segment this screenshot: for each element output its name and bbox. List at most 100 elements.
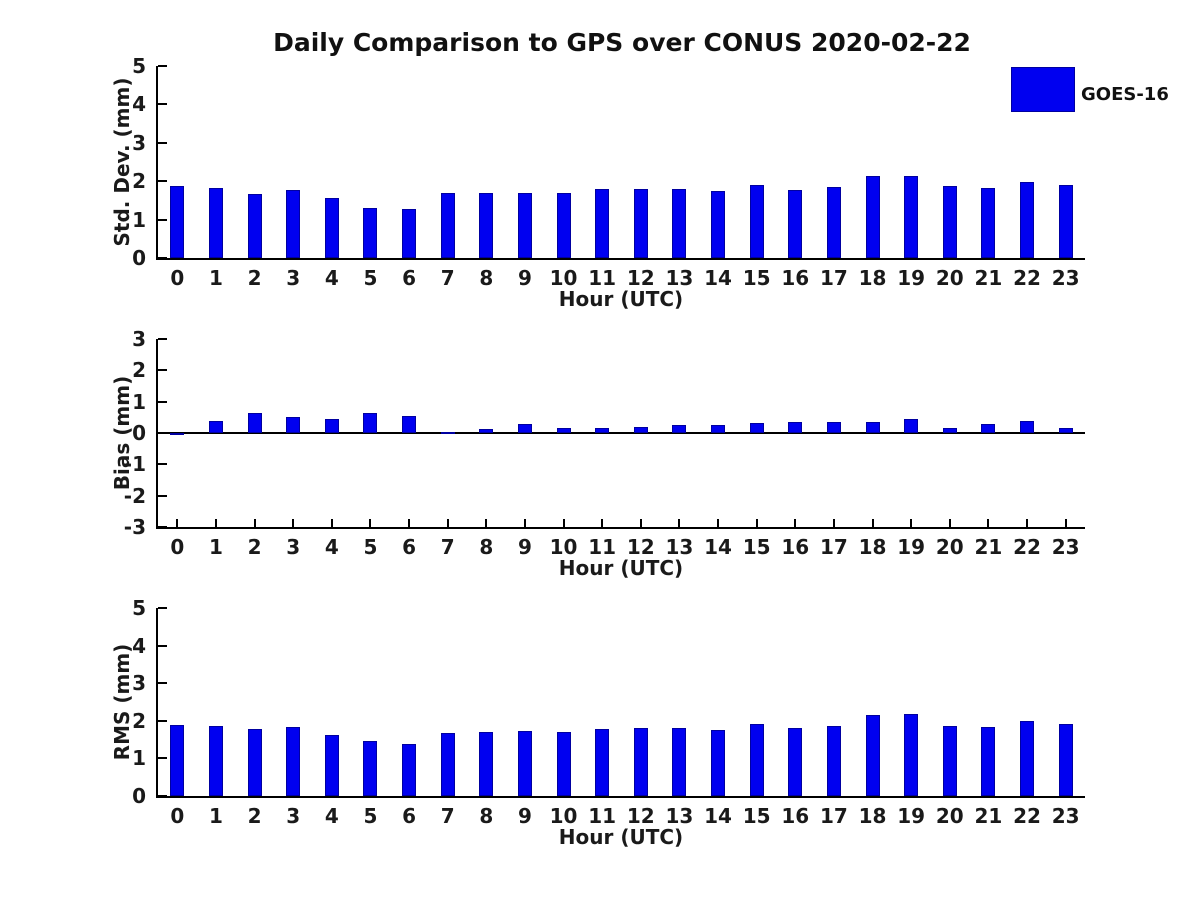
x-tick-label: 18 xyxy=(858,266,887,290)
bar xyxy=(865,422,880,433)
x-tick-label: 8 xyxy=(479,535,494,559)
x-tick-label: 2 xyxy=(247,535,262,559)
x-tick-label: 0 xyxy=(170,804,185,828)
legend-label-goes16: GOES-16 xyxy=(1081,84,1169,105)
y-tick xyxy=(158,682,167,685)
bar xyxy=(981,423,996,433)
x-tick-label: 9 xyxy=(517,266,532,290)
x-tick-label: 5 xyxy=(363,266,378,290)
x-tick xyxy=(794,519,797,527)
x-tick-label: 2 xyxy=(247,266,262,290)
x-tick-label: 3 xyxy=(286,804,301,828)
bar xyxy=(865,715,880,796)
bar xyxy=(247,729,262,796)
bar xyxy=(479,732,494,796)
bar xyxy=(942,726,957,796)
bar xyxy=(324,735,339,796)
y-tick-label: 2 xyxy=(132,169,146,194)
bar xyxy=(826,726,841,796)
x-tick-label: 14 xyxy=(704,535,732,559)
bar xyxy=(788,190,803,258)
x-tick-label: 19 xyxy=(897,535,926,559)
y-tick-label: -3 xyxy=(123,515,146,539)
x-tick-label: 11 xyxy=(588,266,617,290)
bar xyxy=(440,193,455,258)
figure-title: Daily Comparison to GPS over CONUS 2020-… xyxy=(273,28,971,57)
y-tick-label: -2 xyxy=(123,483,146,508)
x-tick-label: 4 xyxy=(324,535,339,559)
bar xyxy=(324,419,339,433)
x-tick-label: 16 xyxy=(781,535,810,559)
x-tick-label: 20 xyxy=(935,804,964,828)
bar xyxy=(170,433,185,435)
bar xyxy=(363,741,378,796)
y-tick xyxy=(158,218,167,221)
x-tick-label: 17 xyxy=(820,804,848,828)
x-tick-label: 12 xyxy=(626,804,655,828)
bar xyxy=(595,427,610,433)
y-tick-label: -1 xyxy=(123,452,146,477)
y-tick-label: 3 xyxy=(132,327,146,351)
bar xyxy=(595,728,610,796)
bar xyxy=(517,192,532,258)
x-tick-label: 13 xyxy=(665,804,694,828)
y-tick xyxy=(158,369,167,372)
x-axis-label-rms: Hour (UTC) xyxy=(558,825,684,849)
bar xyxy=(1058,185,1073,258)
y-tick-label: 2 xyxy=(132,358,146,383)
bar xyxy=(942,428,957,433)
y-tick-label: 4 xyxy=(132,633,146,658)
x-tick-label: 11 xyxy=(588,535,617,559)
x-tick-label: 21 xyxy=(974,266,1003,290)
x-tick xyxy=(601,519,604,527)
bar xyxy=(556,192,571,258)
bar xyxy=(208,726,223,796)
x-tick-label: 17 xyxy=(820,535,848,559)
bar xyxy=(749,423,764,433)
bar xyxy=(208,421,223,433)
y-tick-label: 0 xyxy=(132,784,146,808)
bar xyxy=(479,428,494,433)
x-tick-label: 5 xyxy=(363,804,378,828)
bar xyxy=(672,188,687,258)
bar xyxy=(826,186,841,258)
bar xyxy=(788,422,803,433)
x-tick-label: 7 xyxy=(440,535,455,559)
y-tick xyxy=(158,607,167,609)
x-tick xyxy=(369,519,372,527)
y-tick-label: 2 xyxy=(132,708,146,733)
bar xyxy=(440,432,455,435)
x-tick xyxy=(330,519,333,527)
y-tick xyxy=(158,400,167,403)
x-tick xyxy=(832,519,835,527)
bar xyxy=(826,422,841,433)
x-tick xyxy=(639,519,642,527)
x-tick-label: 18 xyxy=(858,804,887,828)
bar xyxy=(942,185,957,258)
bar xyxy=(1058,724,1073,796)
x-tick-label: 19 xyxy=(897,266,926,290)
x-tick xyxy=(485,519,488,527)
x-tick-label: 14 xyxy=(704,266,732,290)
x-tick-label: 7 xyxy=(440,266,455,290)
x-tick-label: 23 xyxy=(1051,535,1080,559)
x-tick-label: 4 xyxy=(324,266,339,290)
y-tick xyxy=(158,180,167,183)
axis-frame xyxy=(156,608,1085,798)
bar xyxy=(595,188,610,258)
zero-line xyxy=(158,432,1085,434)
x-tick-label: 12 xyxy=(626,535,655,559)
bar xyxy=(402,415,417,433)
y-tick xyxy=(158,463,167,466)
bar xyxy=(440,732,455,796)
bar xyxy=(633,188,648,258)
x-tick-label: 11 xyxy=(588,804,617,828)
bar xyxy=(788,728,803,796)
x-axis-label-std-dev: Hour (UTC) xyxy=(558,287,684,311)
x-tick-label: 6 xyxy=(402,535,417,559)
x-tick-label: 0 xyxy=(170,266,185,290)
legend: GOES-16 xyxy=(1011,67,1191,113)
x-tick xyxy=(292,519,295,527)
y-tick-label: 1 xyxy=(132,207,146,232)
x-tick xyxy=(717,519,720,527)
